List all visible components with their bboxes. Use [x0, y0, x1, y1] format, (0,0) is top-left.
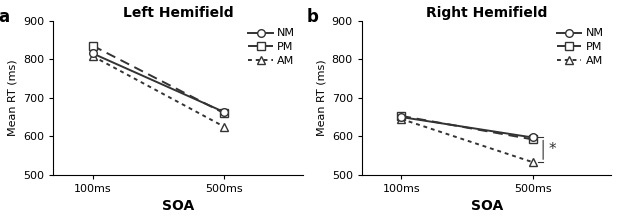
Line: AM: AM: [397, 115, 536, 166]
PM: [220, 112, 228, 115]
AM: [529, 161, 536, 163]
X-axis label: SOA: SOA: [471, 200, 503, 214]
NM: [529, 136, 536, 139]
Y-axis label: Mean RT (ms): Mean RT (ms): [316, 60, 326, 136]
Line: NM: NM: [89, 50, 228, 116]
AM: [89, 55, 96, 58]
Title: Right Hemifield: Right Hemifield: [426, 5, 547, 19]
PM: [89, 44, 96, 47]
Text: *: *: [549, 142, 556, 157]
NM: [220, 111, 228, 113]
Y-axis label: Mean RT (ms): Mean RT (ms): [7, 60, 18, 136]
X-axis label: SOA: SOA: [162, 200, 194, 214]
Legend: NM, PM, AM: NM, PM, AM: [246, 26, 297, 69]
Legend: NM, PM, AM: NM, PM, AM: [555, 26, 606, 69]
AM: [220, 125, 228, 128]
NM: [89, 52, 96, 55]
Text: a: a: [0, 8, 10, 26]
Text: b: b: [307, 8, 319, 26]
Line: NM: NM: [397, 113, 536, 141]
Line: PM: PM: [397, 112, 536, 143]
AM: [397, 118, 405, 120]
Title: Left Hemifield: Left Hemifield: [123, 5, 233, 19]
Line: PM: PM: [89, 42, 228, 117]
Line: AM: AM: [89, 52, 228, 131]
PM: [529, 138, 536, 141]
NM: [397, 116, 405, 118]
PM: [397, 115, 405, 117]
